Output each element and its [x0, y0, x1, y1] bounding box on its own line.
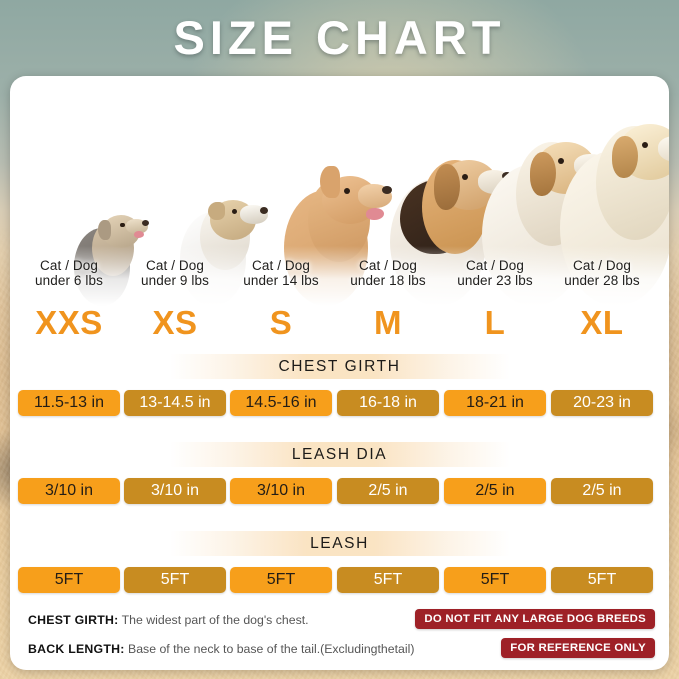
leash-dia-value-l: 2/5 in: [444, 478, 546, 504]
weight-line2: under 14 lbs: [243, 273, 319, 288]
weight-line2: under 23 lbs: [457, 273, 533, 288]
weight-line1: Cat / Dog: [146, 258, 204, 273]
dog-s-icon: [282, 148, 398, 306]
leash-value-s: 5FT: [230, 567, 332, 593]
dog-xxs-icon: [72, 200, 152, 306]
note-back-length-label: BACK LENGTH:: [28, 642, 125, 656]
column-weight-label-5: Cat / Dog under 28 lbs: [551, 258, 653, 288]
leash-dia-value-s: 3/10 in: [230, 478, 332, 504]
size-chart-card: Cat / Dog under 6 lbs Cat / Dog under 9 …: [10, 76, 669, 670]
section-heading-chest-girth: CHEST GIRTH: [169, 354, 510, 379]
chest-girth-value-xl: 20-23 in: [551, 390, 653, 416]
column-weight-label-1: Cat / Dog under 9 lbs: [124, 258, 226, 288]
warning-badge-large-breeds: DO NOT FIT ANY LARGE DOG BREEDS: [415, 609, 655, 629]
column-weight-label-4: Cat / Dog under 23 lbs: [444, 258, 546, 288]
size-letter-l: L: [484, 304, 506, 341]
weight-line2: under 18 lbs: [350, 273, 426, 288]
weight-line1: Cat / Dog: [252, 258, 310, 273]
page-title: SIZE CHART: [173, 11, 506, 64]
leash-value-xl: 5FT: [551, 567, 653, 593]
warning-badge-reference-only: FOR REFERENCE ONLY: [501, 638, 655, 658]
weight-line1: Cat / Dog: [359, 258, 417, 273]
leash-dia-value-xs: 3/10 in: [124, 478, 226, 504]
chest-girth-row: 11.5-13 in 13-14.5 in 14.5-16 in 16-18 i…: [10, 390, 669, 416]
column-weight-label-2: Cat / Dog under 14 lbs: [230, 258, 332, 288]
note-back-length: BACK LENGTH: Base of the neck to base of…: [28, 642, 414, 656]
leash-dia-value-xxs: 3/10 in: [18, 478, 120, 504]
column-weight-label-3: Cat / Dog under 18 lbs: [337, 258, 439, 288]
weight-line2: under 28 lbs: [564, 273, 640, 288]
chest-girth-value-s: 14.5-16 in: [230, 390, 332, 416]
weight-line1: Cat / Dog: [40, 258, 98, 273]
note-chest-girth: CHEST GIRTH: The widest part of the dog'…: [28, 613, 309, 627]
weight-line2: under 9 lbs: [141, 273, 209, 288]
leash-value-xxs: 5FT: [18, 567, 120, 593]
weight-line1: Cat / Dog: [573, 258, 631, 273]
leash-row: 5FT 5FT 5FT 5FT 5FT 5FT: [10, 567, 669, 593]
weight-line1: Cat / Dog: [466, 258, 524, 273]
note-back-length-text: Base of the neck to base of the tail.(Ex…: [128, 642, 415, 656]
leash-dia-row: 3/10 in 3/10 in 3/10 in 2/5 in 2/5 in 2/…: [10, 478, 669, 504]
size-letter-xxs: XXS: [35, 304, 103, 341]
chest-girth-value-m: 16-18 in: [337, 390, 439, 416]
dog-xs-icon: [178, 178, 274, 306]
leash-dia-value-m: 2/5 in: [337, 478, 439, 504]
section-heading-leash-dia: LEASH DIA: [169, 442, 510, 467]
weight-line2: under 6 lbs: [35, 273, 103, 288]
size-letter-s: S: [269, 304, 293, 341]
column-weight-label-0: Cat / Dog under 6 lbs: [18, 258, 120, 288]
leash-dia-value-xl: 2/5 in: [551, 478, 653, 504]
chest-girth-value-xs: 13-14.5 in: [124, 390, 226, 416]
chest-girth-value-l: 18-21 in: [444, 390, 546, 416]
dog-illustration-row: [10, 76, 669, 306]
section-heading-leash: LEASH: [169, 531, 510, 556]
dog-m-icon: [388, 130, 516, 306]
size-letter-xl: XL: [580, 304, 624, 341]
leash-value-xs: 5FT: [124, 567, 226, 593]
size-letter-xs: XS: [152, 304, 198, 341]
dog-xl-icon: [558, 100, 669, 306]
note-chest-girth-label: CHEST GIRTH:: [28, 613, 119, 627]
leash-value-m: 5FT: [337, 567, 439, 593]
note-chest-girth-text: The widest part of the dog's chest.: [121, 613, 309, 627]
leash-value-l: 5FT: [444, 567, 546, 593]
chest-girth-value-xxs: 11.5-13 in: [18, 390, 120, 416]
size-letter-m: M: [374, 304, 402, 341]
